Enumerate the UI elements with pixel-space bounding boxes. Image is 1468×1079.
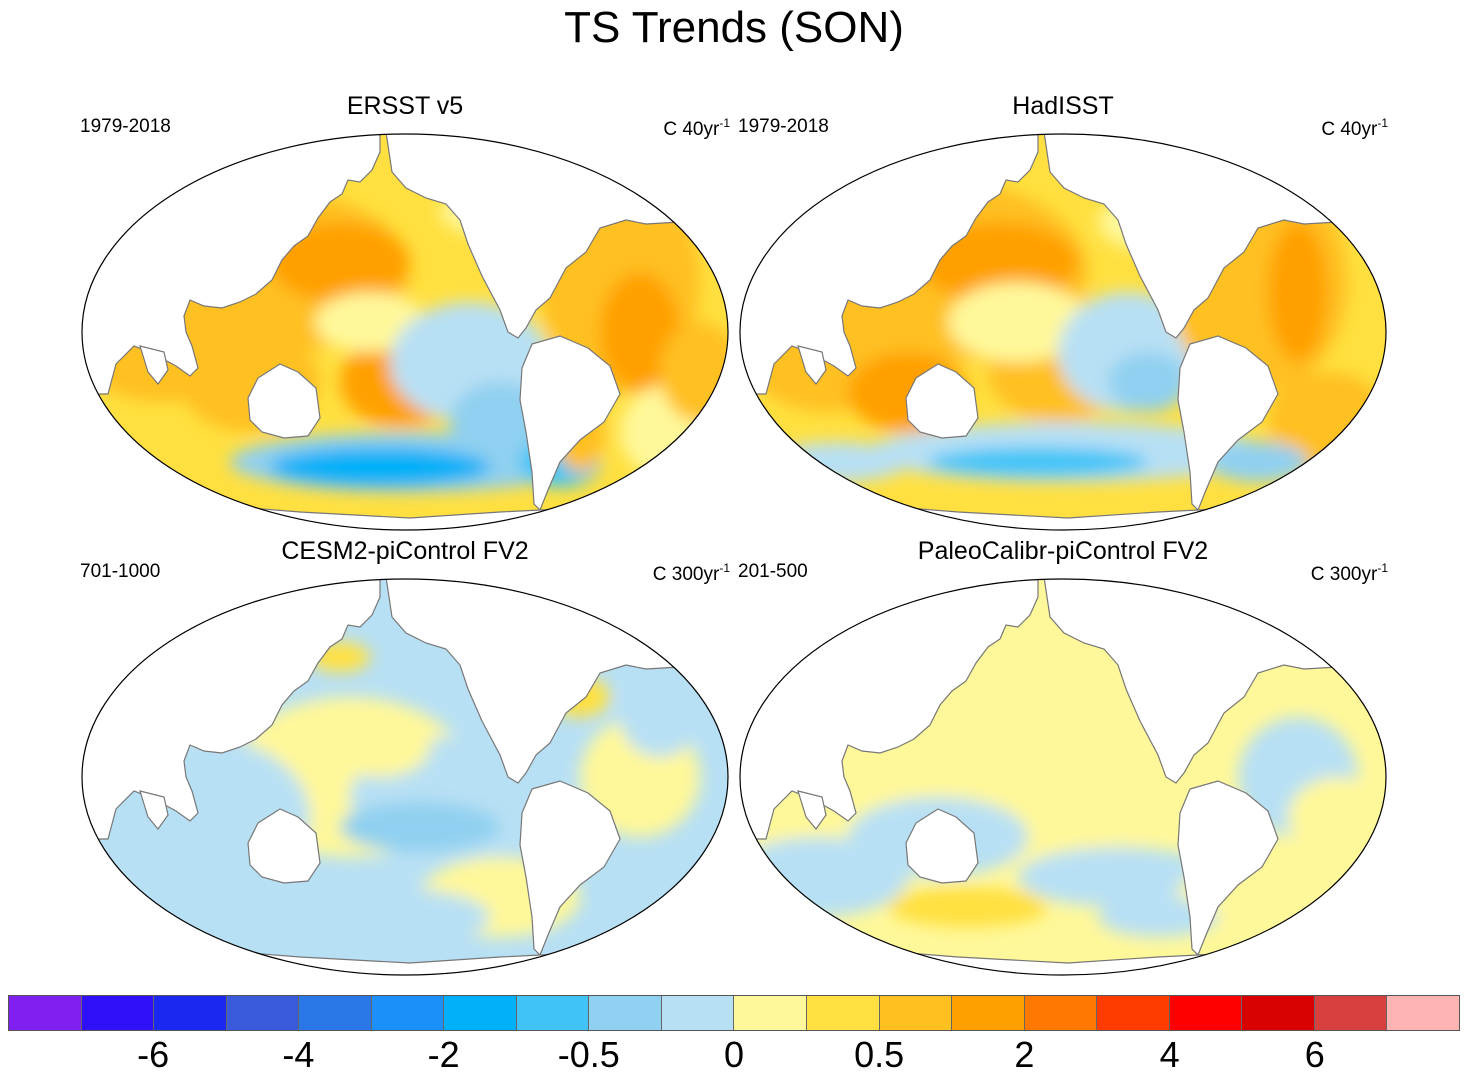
colorbar-swatch (1314, 996, 1388, 1030)
colorbar-swatch (1387, 996, 1459, 1030)
trend-region (1018, 847, 1218, 907)
panel-units: C 300yr-1 (653, 557, 730, 586)
colorbar-tick-label: 0.5 (854, 1034, 905, 1075)
units-text: C 40yr (663, 119, 720, 140)
panel-period: 1979-2018 (80, 116, 171, 137)
colorbar-tick-label: -6 (137, 1034, 170, 1075)
land-mass (519, 780, 621, 957)
colorbar-swatch (1097, 996, 1170, 1030)
colorbar-swatch (1169, 996, 1243, 1030)
colorbar-tick-label: -4 (282, 1034, 315, 1075)
colorbar-swatch (444, 996, 517, 1030)
map-outline (739, 578, 1387, 976)
panel-title: HadISST (1012, 92, 1114, 120)
panel-title: CESM2-piControl FV2 (281, 537, 529, 565)
panel-period: 1979-2018 (738, 116, 829, 137)
map-outline (81, 133, 729, 531)
units-exponent: -1 (719, 561, 730, 575)
land-mass (797, 790, 827, 830)
trend-map (81, 578, 729, 976)
land-mass (1177, 335, 1279, 512)
land-mass (519, 335, 621, 512)
map-panel: CESM2-piControl FV2 701-1000 C 300yr-1 (80, 537, 730, 977)
trend-region (948, 282, 1088, 362)
map-panel: PaleoCalibr-piControl FV2 201-500 C 300yr-… (738, 537, 1388, 977)
map-outline (739, 133, 1387, 531)
map-panel: ERSST v5 1979-2018 C 40yr-1 (80, 92, 730, 532)
trend-region (270, 447, 490, 487)
panel-units: C 40yr-1 (1321, 112, 1388, 141)
trend-region (1268, 222, 1328, 362)
land-mass (247, 363, 321, 439)
units-text: C 300yr (652, 564, 720, 585)
panel-units: C 300yr-1 (1311, 557, 1388, 586)
trend-region (270, 887, 490, 947)
trend-region (270, 222, 410, 302)
trend-region (1108, 352, 1188, 412)
panel-title: PaleoCalibr-piControl FV2 (917, 537, 1209, 565)
colorbar-tick-label: 4 (1159, 1034, 1180, 1075)
units-text: C 300yr (1310, 564, 1378, 585)
land-mass (139, 790, 169, 830)
trend-region (1208, 442, 1308, 482)
colorbar-swatch (734, 996, 808, 1030)
units-exponent: -1 (719, 116, 730, 130)
colorbar-swatch (879, 996, 953, 1030)
units-text: C 40yr (1321, 119, 1378, 140)
trend-region (888, 887, 1048, 927)
land-mass (1177, 780, 1279, 957)
colorbar-swatch (1242, 996, 1315, 1030)
panel-units: C 40yr-1 (663, 112, 730, 141)
colorbar-swatch (952, 996, 1025, 1030)
trend-region (600, 272, 680, 392)
trend-region (928, 447, 1148, 477)
main-title: TS Trends (SON) (564, 3, 904, 52)
colorbar-swatch (807, 996, 880, 1030)
trend-map (81, 133, 729, 531)
colorbar-swatch (154, 996, 227, 1030)
colorbar-swatch (661, 996, 735, 1030)
colorbar-swatch (299, 996, 372, 1030)
trend-region (768, 442, 908, 482)
trend-region (330, 717, 430, 777)
colorbar-tick-label: 2 (1014, 1034, 1035, 1075)
colorbar-swatch (516, 996, 590, 1030)
map-outline (81, 578, 729, 976)
colorbar-swatch (371, 996, 445, 1030)
trend-region (340, 802, 500, 852)
colorbar-tick-label: -2 (427, 1034, 460, 1075)
trend-region (1288, 777, 1386, 857)
trend-region (620, 677, 700, 757)
land-mass (247, 808, 321, 884)
colorbar-swatch (226, 996, 300, 1030)
colorbar-tick-label: -0.5 (557, 1034, 620, 1075)
colorbar (8, 995, 1460, 1031)
panel-title: ERSST v5 (346, 92, 464, 120)
trend-map (739, 133, 1387, 531)
land-mass (905, 808, 979, 884)
units-exponent: -1 (1377, 561, 1388, 575)
colorbar-swatch (1024, 996, 1098, 1030)
panel-period: 701-1000 (80, 561, 161, 582)
land-mass (797, 345, 827, 385)
map-panel: HadISST 1979-2018 C 40yr-1 (738, 92, 1388, 532)
colorbar-swatch (81, 996, 155, 1030)
units-exponent: -1 (1377, 116, 1388, 130)
colorbar-swatch (9, 996, 82, 1030)
colorbar-tick-label: 6 (1304, 1034, 1325, 1075)
panel-period: 201-500 (738, 561, 808, 582)
colorbar-tick-label: 0 (723, 1034, 745, 1075)
land-mass (905, 363, 979, 439)
colorbar-swatch (589, 996, 662, 1030)
land-mass (139, 345, 169, 385)
trend-map (739, 578, 1387, 976)
